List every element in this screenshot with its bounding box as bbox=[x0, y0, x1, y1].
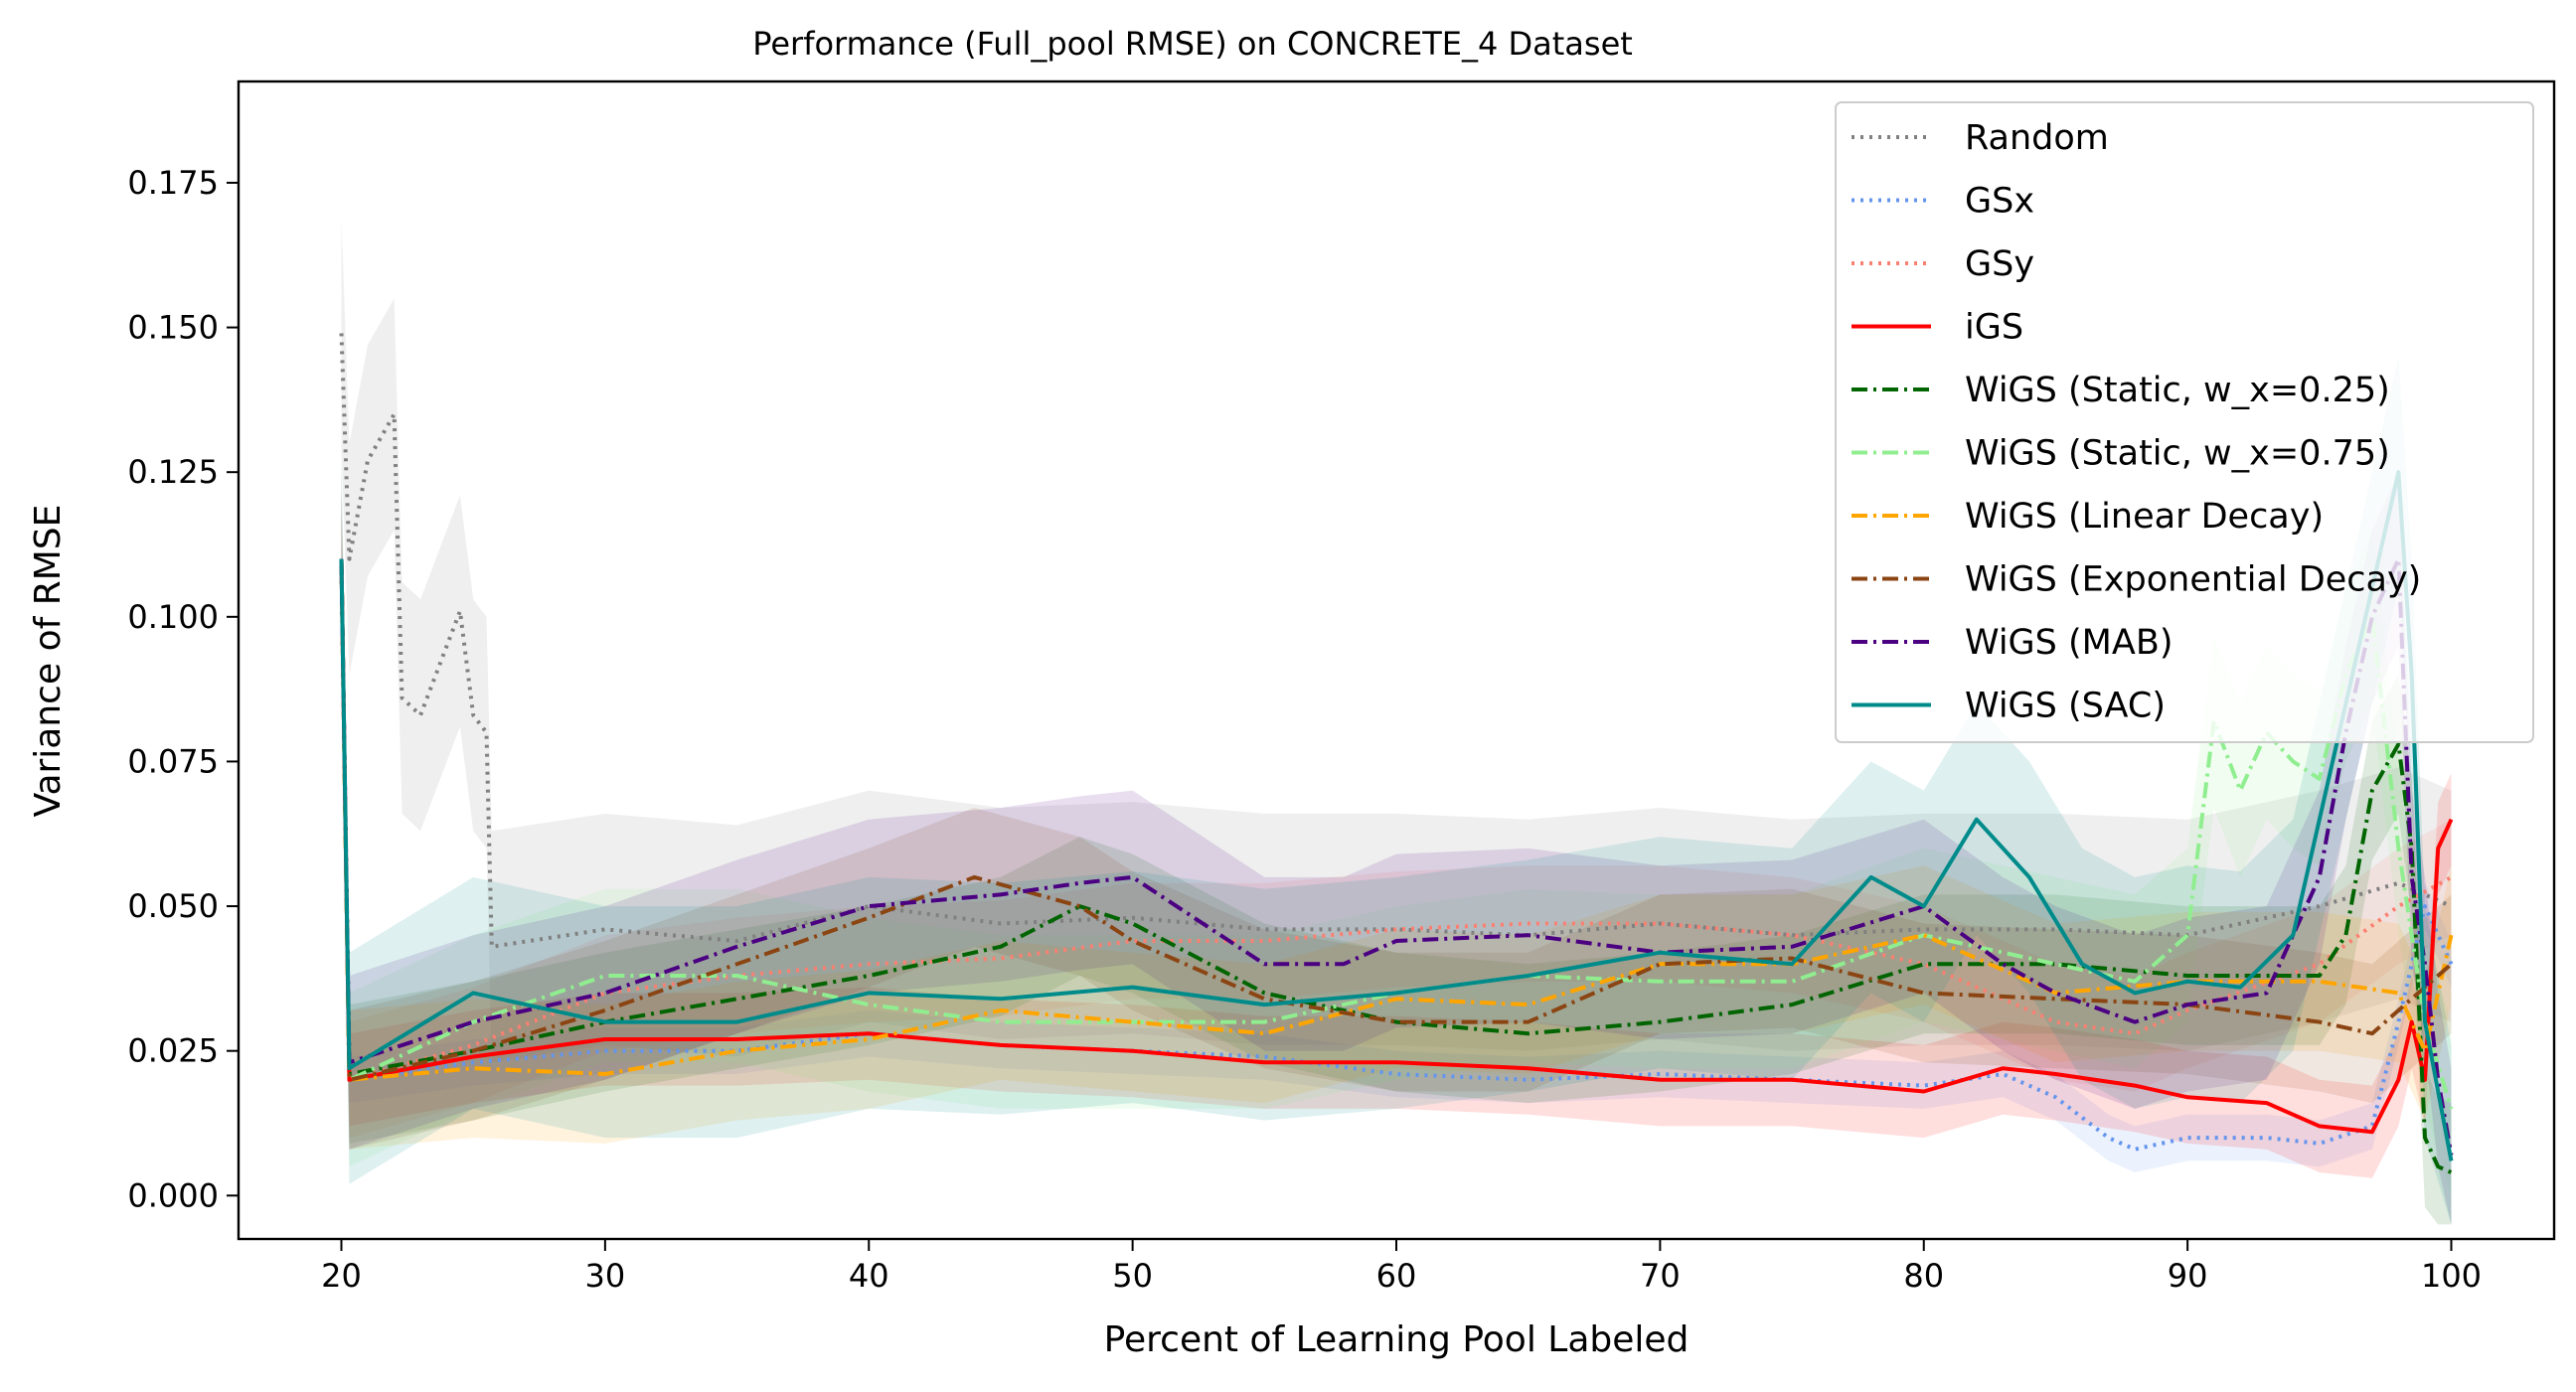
legend-label: WiGS (Static, w_x=0.75) bbox=[1965, 434, 2390, 474]
legend-label: WiGS (SAC) bbox=[1965, 687, 2166, 726]
x-tick-label: 90 bbox=[2168, 1257, 2208, 1295]
x-tick-label: 40 bbox=[849, 1257, 889, 1295]
y-tick-label: 0.175 bbox=[127, 164, 219, 202]
band-4 bbox=[341, 489, 2452, 1225]
legend-label: WiGS (Static, w_x=0.25) bbox=[1965, 371, 2390, 410]
y-tick-label: 0.025 bbox=[127, 1032, 219, 1070]
legend-label: GSy bbox=[1965, 244, 2034, 284]
series-line-0 bbox=[339, 333, 2453, 949]
x-tick-label: 20 bbox=[321, 1257, 362, 1295]
legend-label: iGS bbox=[1965, 308, 2023, 348]
y-tick-label: 0.050 bbox=[127, 887, 219, 925]
confidence-bands bbox=[341, 217, 2452, 1225]
x-tick-label: 70 bbox=[1640, 1257, 1681, 1295]
x-tick-label: 80 bbox=[1903, 1257, 1944, 1295]
band-6 bbox=[341, 489, 2452, 1150]
band-0 bbox=[341, 217, 2452, 1063]
series-line-9 bbox=[339, 470, 2454, 1161]
y-tick-label: 0.150 bbox=[127, 309, 219, 347]
x-tick-label: 30 bbox=[585, 1257, 626, 1295]
band-3 bbox=[341, 513, 2452, 1178]
series-line-4 bbox=[339, 558, 2453, 1174]
x-axis: 20 30 40 50 60 70 80 90 100 bbox=[321, 1239, 2482, 1295]
legend-label: WiGS (MAB) bbox=[1965, 623, 2174, 663]
x-tick-label: 60 bbox=[1376, 1257, 1417, 1295]
series-line-3 bbox=[339, 558, 2454, 1135]
y-axis: 0.000 0.025 0.050 0.075 0.100 0.125 0.150 0.175 bbox=[127, 164, 239, 1214]
y-tick-label: 0.125 bbox=[127, 453, 219, 491]
band-2 bbox=[341, 501, 2452, 1139]
band-1 bbox=[341, 536, 2452, 1172]
series-line-2 bbox=[339, 558, 2453, 1082]
legend-label: GSx bbox=[1965, 182, 2034, 222]
y-tick-label: 0.000 bbox=[127, 1176, 219, 1214]
legend-label: WiGS (Linear Decay) bbox=[1965, 497, 2324, 537]
chart-title: Performance (Full_pool RMSE) on CONCRETE… bbox=[752, 25, 1633, 63]
series-line-5 bbox=[339, 558, 2454, 1110]
x-tick-label: 100 bbox=[2421, 1257, 2482, 1295]
band-7 bbox=[341, 489, 2452, 1150]
band-9 bbox=[341, 356, 2452, 1225]
legend-label: WiGS (Exponential Decay) bbox=[1965, 560, 2421, 600]
y-tick-label: 0.075 bbox=[127, 742, 219, 780]
x-axis-label: Percent of Learning Pool Labeled bbox=[1104, 1319, 1690, 1360]
band-5 bbox=[341, 472, 2452, 1196]
legend: Random GSx GSy iGS WiGS (Static, w_x=0.25) Wi… bbox=[1835, 101, 2534, 743]
y-tick-label: 0.100 bbox=[127, 598, 219, 636]
legend-label: Random bbox=[1965, 118, 2109, 158]
legend-box bbox=[1835, 101, 2534, 743]
x-tick-label: 50 bbox=[1112, 1257, 1153, 1295]
series-line-6 bbox=[339, 558, 2454, 1082]
series-line-7 bbox=[339, 558, 2453, 1082]
y-axis-label: Variance of RMSE bbox=[28, 505, 69, 818]
